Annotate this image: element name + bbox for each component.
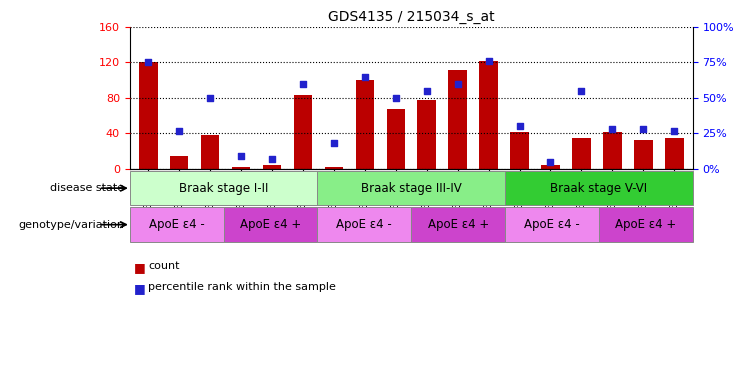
Bar <box>448 70 467 169</box>
Bar <box>317 207 411 242</box>
Bar <box>170 156 188 169</box>
Text: disease state: disease state <box>50 183 124 193</box>
Point <box>205 95 216 101</box>
Bar <box>541 164 559 169</box>
Bar <box>232 167 250 169</box>
Text: ApoE ε4 -: ApoE ε4 - <box>149 218 205 231</box>
Bar <box>511 132 529 169</box>
Bar <box>356 80 374 169</box>
Bar <box>325 167 343 169</box>
Point <box>482 58 494 64</box>
Bar <box>411 207 505 242</box>
Point <box>142 59 154 65</box>
Bar <box>317 171 505 205</box>
Text: ■: ■ <box>133 282 145 295</box>
Text: ApoE ε4 -: ApoE ε4 - <box>336 218 392 231</box>
Bar <box>224 207 317 242</box>
Point <box>514 123 525 129</box>
Point <box>637 126 649 132</box>
Bar <box>139 62 158 169</box>
Point <box>328 140 340 146</box>
Bar <box>130 207 224 242</box>
Point <box>235 153 247 159</box>
Point <box>266 156 278 162</box>
Point <box>421 88 433 94</box>
Text: genotype/variation: genotype/variation <box>18 220 124 230</box>
Point <box>173 127 185 134</box>
Bar <box>130 171 317 205</box>
Point <box>668 127 680 134</box>
Bar <box>293 95 312 169</box>
Bar <box>599 207 693 242</box>
Bar <box>479 61 498 169</box>
Bar <box>505 171 693 205</box>
Text: ApoE ε4 +: ApoE ε4 + <box>428 218 489 231</box>
Text: Braak stage I-II: Braak stage I-II <box>179 182 268 195</box>
Bar <box>572 138 591 169</box>
Bar <box>263 164 282 169</box>
Bar <box>201 135 219 169</box>
Point <box>452 81 464 87</box>
Point <box>390 95 402 101</box>
Bar <box>665 138 683 169</box>
Text: Braak stage V-VI: Braak stage V-VI <box>551 182 648 195</box>
Bar <box>603 132 622 169</box>
Text: ApoE ε4 -: ApoE ε4 - <box>524 218 580 231</box>
Point <box>606 126 618 132</box>
Point <box>545 159 556 165</box>
Bar <box>387 109 405 169</box>
Text: ■: ■ <box>133 261 145 274</box>
Title: GDS4135 / 215034_s_at: GDS4135 / 215034_s_at <box>328 10 494 25</box>
Bar <box>505 207 599 242</box>
Point <box>576 88 588 94</box>
Text: ApoE ε4 +: ApoE ε4 + <box>240 218 301 231</box>
Text: Braak stage III-IV: Braak stage III-IV <box>361 182 462 195</box>
Text: count: count <box>148 261 180 271</box>
Text: ApoE ε4 +: ApoE ε4 + <box>615 218 677 231</box>
Point <box>359 74 370 80</box>
Point <box>297 81 309 87</box>
Text: percentile rank within the sample: percentile rank within the sample <box>148 282 336 292</box>
Bar <box>417 100 436 169</box>
Bar <box>634 140 653 169</box>
